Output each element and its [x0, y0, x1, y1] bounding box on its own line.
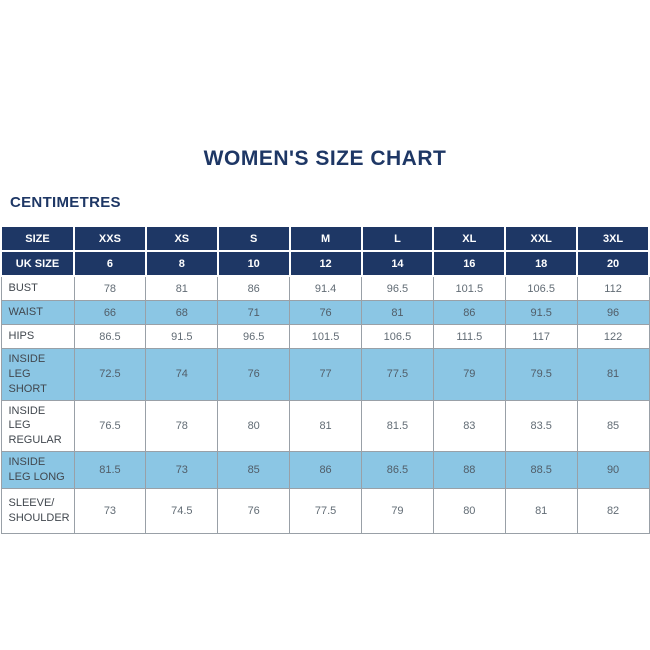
size-value-cell: 76.5 — [73, 399, 147, 453]
header-value-cell: S — [216, 225, 291, 252]
header-value-cell: 12 — [288, 250, 363, 277]
size-value-cell: 91.5 — [504, 300, 578, 325]
header-value-cell: 10 — [216, 250, 291, 277]
size-value-cell: 86.5 — [361, 451, 434, 489]
header-value-cell: 18 — [504, 250, 579, 277]
size-value-cell: 76 — [289, 300, 362, 325]
header-value-cell: 3XL — [576, 225, 650, 252]
size-value-cell: 91.5 — [145, 324, 219, 349]
size-value-cell: 88 — [432, 451, 506, 489]
header-value-cell: XXL — [504, 225, 579, 252]
size-value-cell: 79.5 — [504, 348, 578, 401]
size-value-cell: 86 — [432, 300, 506, 325]
size-value-cell: 85 — [217, 451, 291, 489]
row-label: BUST — [0, 275, 75, 301]
size-value-cell: 81 — [576, 348, 650, 401]
row-label: INSIDE LEG LONG — [0, 451, 75, 489]
size-value-cell: 76 — [217, 348, 291, 401]
size-value-cell: 80 — [432, 487, 506, 534]
size-value-cell: 101.5 — [289, 324, 362, 349]
size-value-cell: 106.5 — [504, 275, 578, 301]
header-value-cell: 8 — [144, 250, 219, 277]
header-value-cell: XS — [144, 225, 219, 252]
table-row: INSIDE LEG LONG 81.5 73 85 86 86.5 88 88.5 90 — [0, 451, 650, 489]
size-value-cell: 83.5 — [504, 399, 578, 453]
size-chart-table: SIZE XXS XS S M L XL XXL 3XL UK SIZE 6 8 10 12 14 16 18 2… — [0, 225, 650, 534]
size-value-cell: 86 — [217, 275, 291, 301]
uk-size-header-row: UK SIZE 6 8 10 12 14 16 18 20 — [0, 250, 650, 277]
size-value-cell: 86.5 — [73, 324, 147, 349]
size-value-cell: 66 — [73, 300, 147, 325]
size-value-cell: 78 — [73, 275, 147, 301]
header-value-cell: 14 — [360, 250, 435, 277]
size-value-cell: 90 — [576, 451, 650, 489]
size-value-cell: 81 — [361, 300, 434, 325]
header-value-cell: 20 — [576, 250, 650, 277]
size-header-row: SIZE XXS XS S M L XL XXL 3XL — [0, 225, 650, 252]
size-value-cell: 71 — [217, 300, 291, 325]
size-value-cell: 111.5 — [432, 324, 506, 349]
size-value-cell: 72.5 — [73, 348, 147, 401]
row-label: INSIDE LEG REGULAR — [0, 399, 75, 453]
size-value-cell: 82 — [576, 487, 650, 534]
table-row: BUST 78 81 86 91.4 96.5 101.5 106.5 112 — [0, 275, 650, 301]
size-value-cell: 81.5 — [73, 451, 147, 489]
page-title: WOMEN'S SIZE CHART — [203, 147, 447, 170]
size-value-cell: 81 — [504, 487, 578, 534]
size-value-cell: 85 — [576, 399, 650, 453]
table-row: INSIDE LEG REGULAR 76.5 78 80 81 81.5 83 83.5 85 — [0, 399, 650, 453]
row-label: SLEEVE/ SHOULDER — [0, 487, 75, 534]
size-value-cell: 81 — [145, 275, 219, 301]
size-value-cell: 68 — [145, 300, 219, 325]
size-value-cell: 101.5 — [432, 275, 506, 301]
size-value-cell: 79 — [361, 487, 434, 534]
size-value-cell: 76 — [217, 487, 291, 534]
size-value-cell: 96.5 — [217, 324, 291, 349]
size-value-cell: 96 — [576, 300, 650, 325]
header-value-cell: 16 — [432, 250, 507, 277]
row-label: WAIST — [0, 300, 75, 325]
size-value-cell: 73 — [145, 451, 219, 489]
header-value-cell: XL — [432, 225, 507, 252]
size-value-cell: 112 — [576, 275, 650, 301]
size-value-cell: 86 — [289, 451, 362, 489]
table-row: INSIDE LEG SHORT 72.5 74 76 77 77.5 79 79.5 81 — [0, 348, 650, 401]
size-value-cell: 74.5 — [145, 487, 219, 534]
size-value-cell: 96.5 — [361, 275, 434, 301]
table-row: SLEEVE/ SHOULDER 73 74.5 76 77.5 79 80 81 82 — [0, 487, 650, 534]
size-value-cell: 88.5 — [504, 451, 578, 489]
table-row: WAIST 66 68 71 76 81 86 91.5 96 — [0, 300, 650, 325]
size-value-cell: 78 — [145, 399, 219, 453]
size-value-cell: 74 — [145, 348, 219, 401]
unit-label: CENTIMETRES — [10, 194, 121, 211]
size-value-cell: 77.5 — [361, 348, 434, 401]
header-value-cell: 6 — [73, 250, 147, 277]
size-value-cell: 77.5 — [289, 487, 362, 534]
header-value-cell: M — [288, 225, 363, 252]
header-label-cell: UK SIZE — [0, 250, 75, 277]
header-value-cell: L — [360, 225, 435, 252]
header-value-cell: XXS — [73, 225, 147, 252]
size-value-cell: 83 — [432, 399, 506, 453]
row-label: HIPS — [0, 324, 75, 349]
size-value-cell: 79 — [432, 348, 506, 401]
size-value-cell: 122 — [576, 324, 650, 349]
row-label: INSIDE LEG SHORT — [0, 348, 75, 401]
size-value-cell: 73 — [73, 487, 147, 534]
header-label-cell: SIZE — [0, 225, 75, 252]
size-value-cell: 81.5 — [361, 399, 434, 453]
table-row: HIPS 86.5 91.5 96.5 101.5 106.5 111.5 117 122 — [0, 324, 650, 349]
size-value-cell: 106.5 — [361, 324, 434, 349]
size-chart-body: BUST 78 81 86 91.4 96.5 101.5 106.5 112 WAIST 66 68… — [0, 275, 650, 534]
size-value-cell: 80 — [217, 399, 291, 453]
size-value-cell: 117 — [504, 324, 578, 349]
size-value-cell: 77 — [289, 348, 362, 401]
size-chart-header: SIZE XXS XS S M L XL XXL 3XL UK SIZE 6 8 10 12 14 16 18 2… — [0, 225, 650, 277]
size-value-cell: 81 — [289, 399, 362, 453]
size-value-cell: 91.4 — [289, 275, 362, 301]
